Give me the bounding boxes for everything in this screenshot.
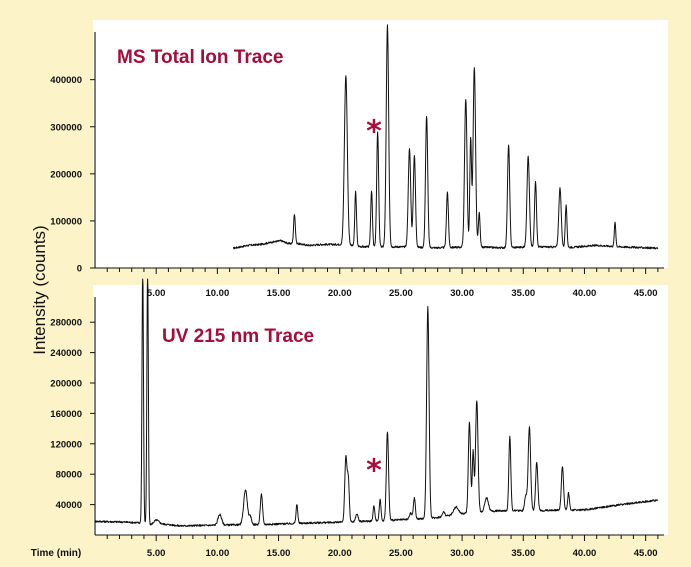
x-tick-label-1-5: 30.00 [450,548,474,559]
x-tick-label-0-3: 20.00 [328,288,352,299]
x-tick-label-0-6: 35.00 [511,288,535,299]
plot-background-1 [93,285,668,535]
y-tick-label-0-1: 100000 [50,216,82,227]
y-tick-label-1-4: 200000 [50,379,82,390]
x-tick-label-1-0: 5.00 [147,548,166,559]
y-tick-label-0-4: 400000 [50,75,82,86]
y-tick-label-1-3: 160000 [50,409,82,420]
y-tick-label-0-3: 300000 [50,122,82,133]
x-tick-label-0-8: 45.00 [634,288,658,299]
y-tick-label-0-0: 0 [77,264,82,275]
asterisk-annotation-1: * [366,453,382,488]
x-axis-label-1: Time (min) [31,548,81,559]
x-tick-label-0-5: 30.00 [450,288,474,299]
trace-line-0 [233,24,659,250]
x-tick-label-1-6: 35.00 [511,548,535,559]
x-tick-label-1-7: 40.00 [573,548,597,559]
x-tick-label-1-8: 45.00 [634,548,658,559]
y-tick-label-1-0: 40000 [56,500,82,511]
x-tick-label-1-4: 25.00 [389,548,413,559]
ms-panel: 5.00 10.00 15.00 20.00 25.00 30.00 35.00 40.00 4… [50,24,664,299]
panel-title-0: MS Total Ion Trace [117,47,283,68]
asterisk-annotation-0: * [366,114,382,149]
y-tick-label-1-5: 240000 [50,348,82,359]
x-tick-label-0-0: 5.00 [147,288,166,299]
y-tick-label-0-2: 200000 [50,169,82,180]
plot-background-0 [93,20,668,268]
y-axis-label: Intensity (counts) [30,225,49,354]
x-tick-label-0-1: 10.00 [205,288,229,299]
panel-title-1: UV 215 nm Trace [162,326,314,347]
y-tick-label-1-1: 80000 [56,470,82,481]
x-tick-label-0-7: 40.00 [573,288,597,299]
x-tick-label-1-2: 15.00 [267,548,291,559]
y-tick-label-1-6: 280000 [50,318,82,329]
uv-panel: 5.00 10.00 15.00 20.00 25.00 30.00 35.00 40.00 4… [31,278,664,559]
x-tick-label-0-2: 15.00 [267,288,291,299]
x-tick-label-1-3: 20.00 [328,548,352,559]
x-tick-label-0-4: 25.00 [389,288,413,299]
y-tick-label-1-2: 120000 [50,439,82,450]
x-tick-label-1-1: 10.00 [205,548,229,559]
plot-backgrounds [93,20,668,535]
trace-line-1 [94,278,659,528]
